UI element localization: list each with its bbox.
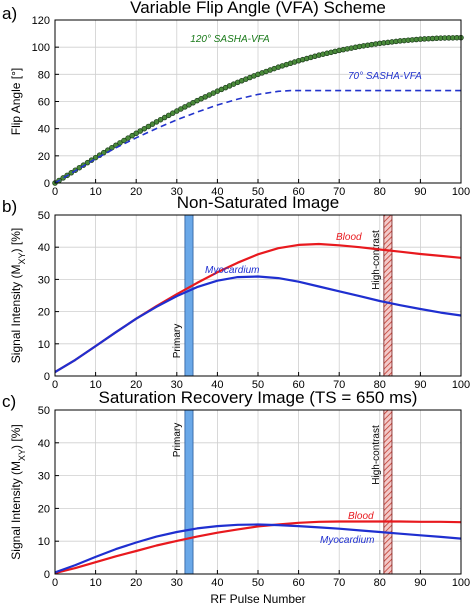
x-tick-label: 20: [130, 577, 142, 589]
x-tick-label: 40: [211, 379, 223, 391]
primary-label: Primary: [172, 423, 183, 457]
x-tick-label: 20: [130, 379, 142, 391]
series-label: Blood: [336, 232, 362, 243]
x-tick-label: 90: [414, 577, 426, 589]
x-tick-label: 70: [333, 186, 345, 198]
x-tick-label: 0: [52, 379, 58, 391]
y-axis-label-tail: ) [%]: [9, 424, 23, 449]
x-tick-label: 40: [211, 577, 223, 589]
x-tick-label: 10: [89, 186, 101, 198]
panel-letter: c): [2, 392, 16, 411]
x-tick-label: 50: [252, 577, 264, 589]
y-tick-label: 20: [38, 503, 50, 515]
y-tick-label: 120: [32, 15, 50, 27]
x-tick-label: 10: [89, 577, 101, 589]
primary-band: [184, 214, 194, 377]
y-axis-label-tail: ) [%]: [9, 228, 23, 253]
series-label: 120° SASHA-VFA: [190, 34, 270, 45]
primary-band: [184, 409, 194, 575]
y-tick-label: 60: [38, 97, 50, 109]
y-tick-label: 0: [44, 569, 50, 581]
y-tick-label: 30: [38, 274, 50, 286]
high-contrast-band: [383, 409, 393, 575]
x-tick-label: 70: [333, 379, 345, 391]
panel-title: Saturation Recovery Image (TS = 650 ms): [99, 388, 418, 407]
y-tick-label: 40: [38, 242, 50, 254]
series-marker: [92, 154, 99, 161]
y-axis-label-subscript: XY: [17, 252, 27, 264]
panel-letter: b): [2, 197, 17, 216]
series-line-1: [54, 275, 462, 374]
x-tick-label: 30: [171, 577, 183, 589]
x-tick-label: 90: [414, 379, 426, 391]
y-tick-label: 50: [38, 210, 50, 222]
high-contrast-label: High-contrast: [371, 425, 382, 485]
y-tick-label: 30: [38, 471, 50, 483]
y-tick-label: 20: [38, 307, 50, 319]
x-tick-label: 60: [292, 186, 304, 198]
series-marker: [121, 137, 127, 144]
high-contrast-band: [383, 214, 393, 377]
series-marker: [129, 132, 135, 139]
x-tick-label: 60: [292, 379, 304, 391]
series-label: 70° SASHA-VFA: [348, 71, 422, 82]
panel-letter: a): [2, 4, 17, 23]
x-axis-label: RF Pulse Number: [210, 592, 305, 606]
y-tick-label: 50: [38, 405, 50, 417]
x-tick-label: 40: [211, 186, 223, 198]
y-axis-label: Signal Intensity (MXY) [%]: [9, 228, 27, 363]
series-line-1: [54, 89, 461, 184]
panel-title: Variable Flip Angle (VFA) Scheme: [130, 0, 386, 17]
x-tick-label: 80: [374, 379, 386, 391]
high-contrast-label: High-contrast: [371, 230, 382, 290]
panel-2: c) Saturation Recovery Image (TS = 650 ms…: [2, 388, 470, 606]
y-axis-label: Signal Intensity (MXY) [%]: [9, 424, 27, 559]
panel-1: b) Non-Saturated Image Primary High-contras…: [2, 193, 470, 391]
x-tick-label: 80: [374, 577, 386, 589]
y-tick-label: 0: [44, 371, 50, 383]
y-tick-label: 20: [38, 151, 50, 163]
y-axis-label: Flip Angle [°]: [9, 68, 23, 136]
series-marker: [100, 149, 107, 156]
y-tick-label: 40: [38, 438, 50, 450]
panel-0: a) Variable Flip Angle (VFA) Scheme 120° S…: [2, 0, 470, 198]
series-marker: [133, 130, 139, 137]
y-tick-label: 10: [38, 339, 50, 351]
series-marker: [68, 170, 74, 176]
x-tick-label: 0: [52, 186, 58, 198]
y-tick-label: 80: [38, 69, 50, 81]
x-tick-label: 30: [171, 379, 183, 391]
x-tick-label: 90: [414, 186, 426, 198]
x-tick-label: 100: [452, 577, 470, 589]
x-tick-label: 0: [52, 577, 58, 589]
y-tick-label: 100: [32, 42, 50, 54]
series-marker: [141, 125, 148, 132]
series-label: Myocardium: [320, 535, 374, 546]
series-marker: [149, 121, 156, 127]
x-tick-label: 100: [452, 379, 470, 391]
series-marker: [137, 128, 144, 134]
y-tick-label: 10: [38, 536, 50, 548]
panel-title: Non-Saturated Image: [177, 193, 340, 212]
series-line-1: [54, 523, 462, 574]
x-tick-label: 50: [252, 186, 264, 198]
x-tick-label: 30: [171, 186, 183, 198]
x-tick-label: 20: [130, 186, 142, 198]
x-tick-label: 70: [333, 577, 345, 589]
x-tick-label: 10: [89, 379, 101, 391]
series-line-0: [54, 520, 462, 575]
series-marker: [145, 123, 152, 130]
x-tick-label: 60: [292, 577, 304, 589]
y-tick-label: 0: [44, 178, 50, 190]
series-label: Blood: [348, 511, 374, 522]
x-tick-label: 100: [452, 186, 470, 198]
x-tick-label: 50: [252, 379, 264, 391]
y-tick-label: 40: [38, 124, 50, 136]
series-label: Myocardium: [205, 265, 259, 276]
y-axis-label-subscript: XY: [17, 449, 27, 461]
primary-label: Primary: [172, 324, 183, 358]
x-tick-label: 80: [374, 186, 386, 198]
series-marker: [125, 135, 131, 141]
